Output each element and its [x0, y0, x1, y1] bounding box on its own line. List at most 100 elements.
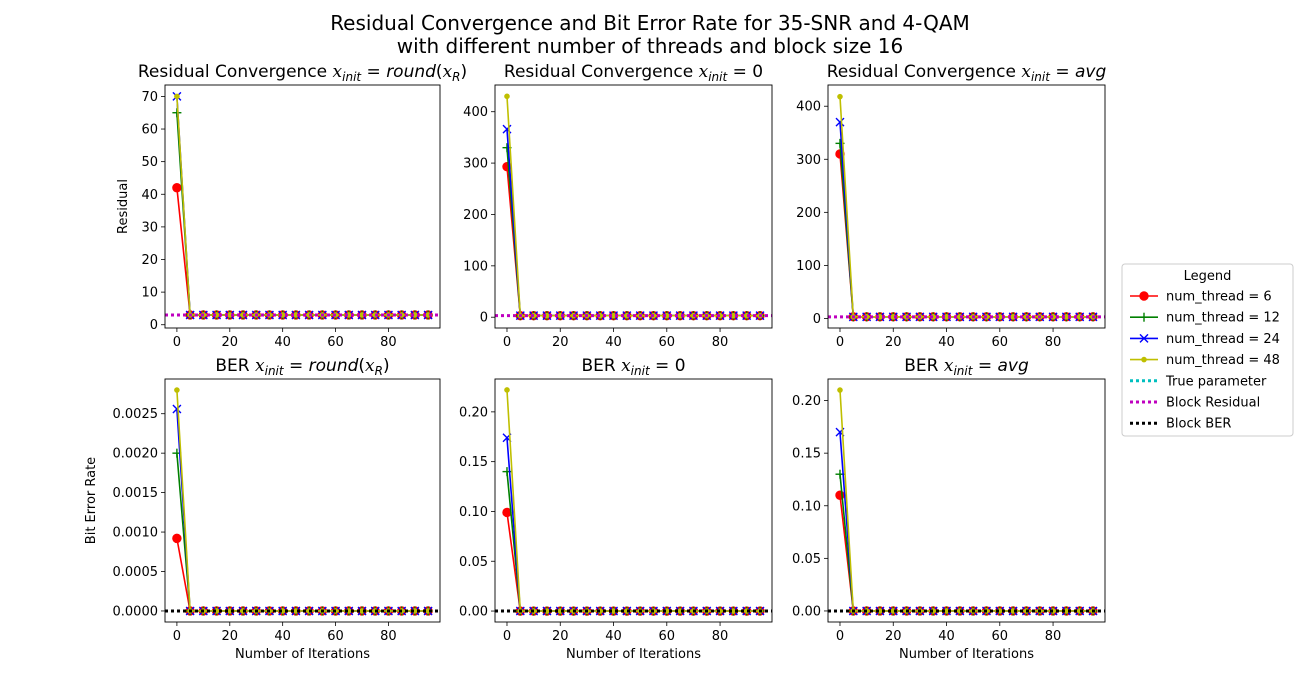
- figure-title-line-1: Residual Convergence and Bit Error Rate …: [330, 11, 970, 35]
- x-tick-label: 60: [659, 629, 676, 644]
- y-tick-label: 300: [796, 153, 821, 168]
- y-tick-label: 0: [813, 312, 821, 327]
- y-tick-label: 0.0025: [113, 407, 159, 422]
- axes-frame: [827, 378, 1106, 623]
- x-tick-label: 20: [222, 629, 239, 644]
- axes-frame: [827, 84, 1106, 329]
- legend-entry: num_thread = 24: [1130, 332, 1280, 347]
- y-tick-label: 0.0000: [113, 604, 159, 619]
- data-point: [172, 108, 182, 118]
- legend-entry: num_thread = 6: [1130, 290, 1272, 305]
- x-tick-label: 0: [836, 629, 844, 644]
- y-tick-label: 400: [463, 105, 488, 120]
- axes-frame: [164, 378, 441, 623]
- data-point: [835, 117, 845, 127]
- data-point: [174, 387, 180, 393]
- y-tick-label: 0.10: [459, 505, 488, 520]
- y-tick-label: 400: [796, 100, 821, 115]
- subplot-5: BER xinit = 0 0 20 40 60 80 0.00 0.05 0.10 0.15 0.…: [459, 356, 773, 662]
- y-tick-label: 20: [141, 253, 158, 268]
- subplot-6: BER xinit = avg 0 20 40 60 80 0.00 0.05 0.10 0.15…: [792, 356, 1106, 662]
- x-tick-label: 80: [380, 629, 397, 644]
- legend-label: Block BER: [1166, 417, 1231, 432]
- legend-label: True parameter: [1165, 374, 1267, 389]
- axes-frame: [494, 84, 773, 329]
- subplot-2: Residual Convergence xinit = 0 0 20 40 60 80 0…: [463, 62, 773, 350]
- legend-marker: [1139, 291, 1149, 301]
- y-tick-label: 0.10: [792, 499, 821, 514]
- x-tick-label: 60: [659, 335, 676, 350]
- x-tick-label: 20: [885, 335, 902, 350]
- legend-label: num_thread = 24: [1166, 332, 1280, 347]
- y-tick-label: 60: [141, 123, 158, 138]
- x-tick-label: 0: [173, 629, 181, 644]
- y-tick-label: 0.20: [792, 394, 821, 409]
- x-tick-label: 40: [274, 335, 291, 350]
- data-point: [837, 93, 843, 100]
- y-tick-label: 50: [141, 155, 158, 170]
- y-tick-label: 40: [141, 188, 158, 203]
- x-tick-label: 0: [836, 335, 844, 350]
- x-tick-label: 20: [885, 629, 902, 644]
- x-tick-label: 20: [552, 335, 569, 350]
- x-tick-label: 80: [380, 335, 397, 350]
- y-tick-label: 0.00: [792, 604, 821, 619]
- legend-entry: True parameter: [1130, 374, 1267, 389]
- legend-label: num_thread = 6: [1166, 290, 1272, 305]
- legend-entry: Block Residual: [1130, 396, 1260, 411]
- x-tick-label: 60: [992, 629, 1009, 644]
- y-tick-label: 0.20: [459, 405, 488, 420]
- x-axis-label: Number of Iterations: [899, 647, 1034, 662]
- y-tick-label: 0.15: [459, 455, 488, 470]
- y-tick-label: 0: [150, 318, 158, 333]
- legend-title: Legend: [1184, 269, 1232, 284]
- axes-frame: [494, 378, 773, 623]
- x-tick-label: 40: [938, 335, 955, 350]
- y-tick-label: 0.0005: [113, 565, 159, 580]
- y-tick-label: 0.0015: [113, 486, 159, 501]
- panel-title: BER xinit = avg: [904, 356, 1029, 378]
- panel-title: Residual Convergence xinit = round(xR): [138, 62, 467, 84]
- data-point: [172, 404, 182, 414]
- y-tick-label: 30: [141, 220, 158, 235]
- x-tick-label: 0: [503, 335, 511, 350]
- x-tick-label: 80: [1045, 335, 1062, 350]
- subplot-4: BER xinit = round(xR) 0 20 40 60 80 0.0000 0.00…: [84, 356, 441, 662]
- x-tick-label: 80: [1045, 629, 1062, 644]
- y-tick-label: 200: [796, 206, 821, 221]
- legend-entry: num_thread = 48: [1130, 353, 1280, 368]
- x-tick-label: 40: [938, 629, 955, 644]
- data-point: [172, 533, 182, 544]
- subplot-3: Residual Convergence xinit = avg 0 20 40 60 8…: [796, 62, 1106, 350]
- data-point: [174, 93, 180, 100]
- legend-entry: num_thread = 12: [1130, 311, 1280, 326]
- panel-title: BER xinit = 0: [581, 356, 685, 378]
- legend-label: Block Residual: [1166, 396, 1260, 411]
- x-tick-label: 40: [605, 335, 622, 350]
- x-tick-label: 80: [712, 335, 729, 350]
- x-tick-label: 20: [552, 629, 569, 644]
- x-tick-label: 80: [712, 629, 729, 644]
- y-tick-label: 0: [480, 311, 488, 326]
- panel-title: Residual Convergence xinit = 0: [504, 62, 763, 84]
- legend: Legend num_thread = 6 num_thread = 12 num_t…: [1121, 263, 1294, 437]
- legend-box: [1121, 263, 1294, 437]
- figure-title-line-2: with different number of threads and blo…: [397, 34, 903, 58]
- x-tick-label: 40: [605, 629, 622, 644]
- data-point: [837, 387, 843, 393]
- y-tick-label: 0.05: [792, 552, 821, 567]
- data-point: [504, 387, 510, 393]
- y-tick-label: 0.00: [459, 605, 488, 620]
- legend-label: num_thread = 12: [1166, 311, 1280, 326]
- y-tick-label: 0.0010: [113, 526, 159, 541]
- panel-title: BER xinit = round(xR): [215, 356, 389, 378]
- x-tick-label: 40: [274, 629, 291, 644]
- y-tick-label: 100: [796, 259, 821, 274]
- x-tick-label: 60: [992, 335, 1009, 350]
- panel-title: Residual Convergence xinit = avg: [827, 62, 1107, 84]
- legend-marker: [1139, 312, 1149, 322]
- subplot-1: Residual Convergence xinit = round(xR) 0 2…: [116, 62, 467, 350]
- x-tick-label: 60: [327, 335, 344, 350]
- legend-marker: [1139, 333, 1149, 343]
